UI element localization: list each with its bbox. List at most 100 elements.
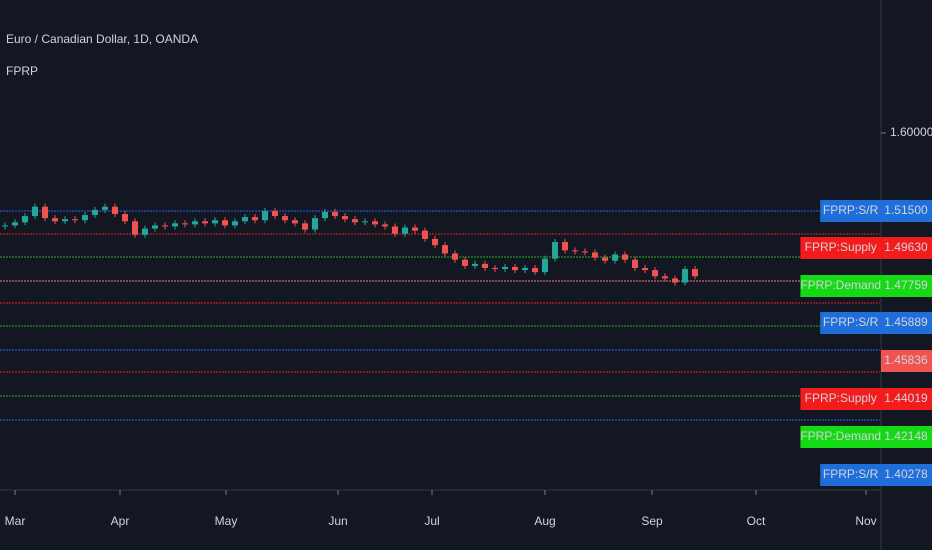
candle-body [12, 222, 18, 226]
candle-body [262, 210, 268, 221]
price-label: 1.45836 [884, 353, 928, 367]
candle-body [422, 230, 428, 239]
candle-body [642, 267, 648, 271]
candle-body [502, 266, 508, 270]
candle-body [662, 276, 668, 279]
candle-body [202, 221, 208, 224]
candle-body [122, 214, 128, 222]
price-tag-box [800, 237, 881, 259]
x-tick-label: Jun [328, 514, 347, 528]
candle-body [2, 225, 8, 227]
x-tick-label: Oct [747, 514, 766, 528]
candle-body [532, 267, 538, 273]
candle-body [432, 238, 438, 246]
price-tag-box [820, 200, 881, 222]
candle-body [682, 269, 688, 283]
price-tag-box [820, 464, 881, 486]
candle-body [572, 250, 578, 252]
candle-body [332, 211, 338, 217]
candle-body [182, 223, 188, 225]
price-tag: FPRP:S/R [823, 203, 879, 217]
price-tag-box [820, 312, 881, 334]
price-tag: FPRP:Supply [805, 240, 877, 254]
candle-body [372, 221, 378, 225]
x-tick-label: Sep [641, 514, 663, 528]
candle-body [632, 259, 638, 268]
price-label-box [881, 200, 932, 222]
candle-body [42, 206, 48, 219]
price-tag: FPRP:Demand [800, 278, 881, 292]
candle-body [342, 216, 348, 220]
candle-body [242, 217, 248, 222]
candle-body [92, 209, 98, 216]
price-label: 1.40278 [884, 467, 928, 481]
candle-body [542, 258, 548, 273]
candle-body [612, 254, 618, 261]
x-tick-label: Apr [111, 514, 130, 528]
price-label-box [881, 350, 932, 372]
candle-body [552, 242, 558, 259]
x-tick-label: Jul [424, 514, 439, 528]
candle-body [522, 267, 528, 271]
price-label: 1.45889 [884, 315, 928, 329]
candle-body [472, 263, 478, 266]
candle-body [292, 220, 298, 224]
price-tag: FPRP:Demand [800, 429, 881, 443]
candle-body [142, 228, 148, 235]
candle-body [112, 206, 118, 215]
price-tag-box [800, 388, 881, 410]
candle-body [322, 211, 328, 219]
candle-body [442, 245, 448, 254]
candle-body [412, 227, 418, 231]
x-tick-label: May [215, 514, 238, 528]
price-label-box [881, 464, 932, 486]
price-tag: FPRP:Supply [805, 391, 877, 405]
candle-body [152, 225, 158, 229]
x-tick-label: Aug [534, 514, 555, 528]
price-label: 1.42148 [884, 429, 928, 443]
candle-body [362, 221, 368, 223]
y-tick-label: 1.60000 [890, 125, 932, 139]
x-tick-label: Nov [855, 514, 876, 528]
candle-body [132, 221, 138, 235]
candle-body [622, 254, 628, 260]
price-label: 1.47759 [884, 278, 928, 292]
candle-body [692, 269, 698, 277]
price-label-box [881, 237, 932, 259]
candle-body [352, 219, 358, 223]
candle-body [492, 267, 498, 270]
candle-body [272, 210, 278, 217]
candle-body [192, 221, 198, 225]
candle-body [82, 215, 88, 221]
candle-body [52, 218, 58, 222]
candle-body [402, 227, 408, 234]
candle-body [172, 223, 178, 227]
candle-body [652, 270, 658, 277]
price-tag: FPRP:S/R [823, 467, 879, 481]
candle-body [32, 206, 38, 217]
candle-body [72, 219, 78, 221]
candle-body [602, 257, 608, 261]
price-tag: FPRP:S/R [823, 315, 879, 329]
price-label: 1.44019 [884, 391, 928, 405]
price-label-box [881, 426, 932, 448]
candle-body [162, 225, 168, 227]
candle-body [672, 278, 678, 283]
price-tag-box [800, 426, 881, 448]
candle-body [482, 263, 488, 268]
candle-body [22, 216, 28, 223]
indicator-name: FPRP [6, 64, 38, 78]
price-label-box [881, 388, 932, 410]
candle-body [312, 218, 318, 230]
price-label: 1.49630 [884, 240, 928, 254]
price-label-box [881, 312, 932, 334]
price-tag-box [800, 275, 881, 297]
candle-body [382, 224, 388, 227]
candle-body [392, 226, 398, 234]
candle-body [582, 251, 588, 253]
candle-body [212, 220, 218, 224]
candle-body [232, 221, 238, 226]
price-label-box [881, 275, 932, 297]
